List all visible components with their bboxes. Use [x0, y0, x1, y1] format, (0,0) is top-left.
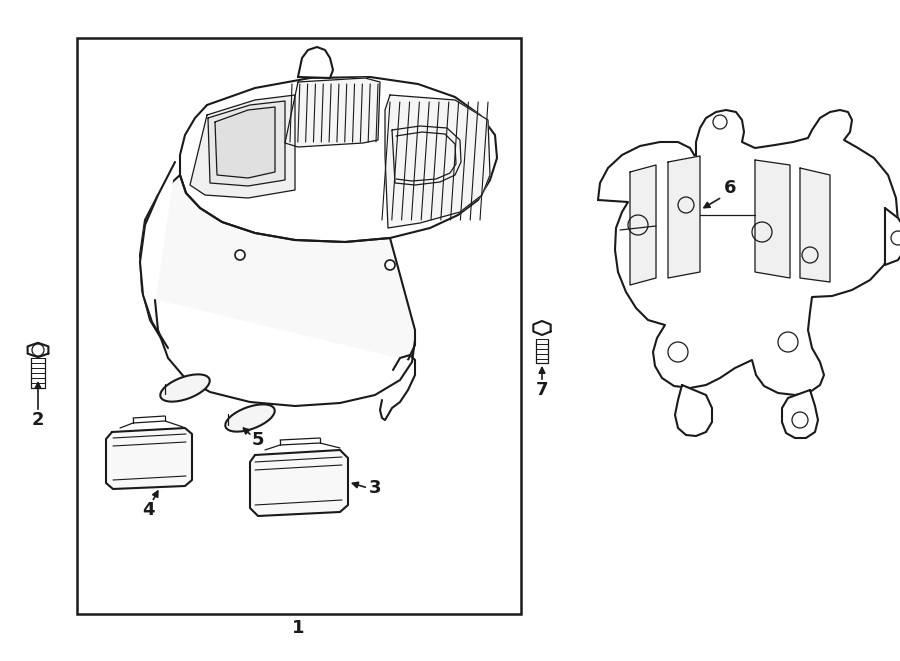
Polygon shape — [668, 156, 700, 278]
Polygon shape — [385, 95, 490, 228]
Polygon shape — [180, 77, 497, 242]
Polygon shape — [782, 390, 818, 438]
Circle shape — [235, 250, 245, 260]
Polygon shape — [208, 101, 285, 186]
Polygon shape — [28, 343, 49, 357]
Polygon shape — [215, 107, 275, 178]
Bar — [77, 38, 521, 614]
Polygon shape — [140, 175, 415, 393]
Text: 2: 2 — [32, 411, 44, 429]
Text: 4: 4 — [142, 501, 154, 519]
Polygon shape — [140, 162, 175, 322]
Text: 3: 3 — [369, 479, 382, 497]
Polygon shape — [285, 78, 380, 147]
Text: 7: 7 — [536, 381, 548, 399]
Text: 1: 1 — [292, 619, 304, 637]
Polygon shape — [885, 208, 900, 265]
Ellipse shape — [225, 405, 274, 432]
Circle shape — [32, 344, 44, 356]
Polygon shape — [190, 95, 295, 198]
Polygon shape — [155, 300, 412, 406]
Polygon shape — [106, 428, 192, 489]
Polygon shape — [598, 110, 898, 395]
Polygon shape — [534, 321, 551, 335]
Text: 5: 5 — [252, 431, 265, 449]
Polygon shape — [630, 165, 656, 285]
Text: 6: 6 — [724, 179, 736, 197]
Polygon shape — [250, 450, 348, 516]
Polygon shape — [755, 160, 790, 278]
Polygon shape — [800, 168, 830, 282]
Polygon shape — [298, 47, 333, 78]
Polygon shape — [675, 385, 712, 436]
Ellipse shape — [160, 374, 210, 402]
Circle shape — [385, 260, 395, 270]
